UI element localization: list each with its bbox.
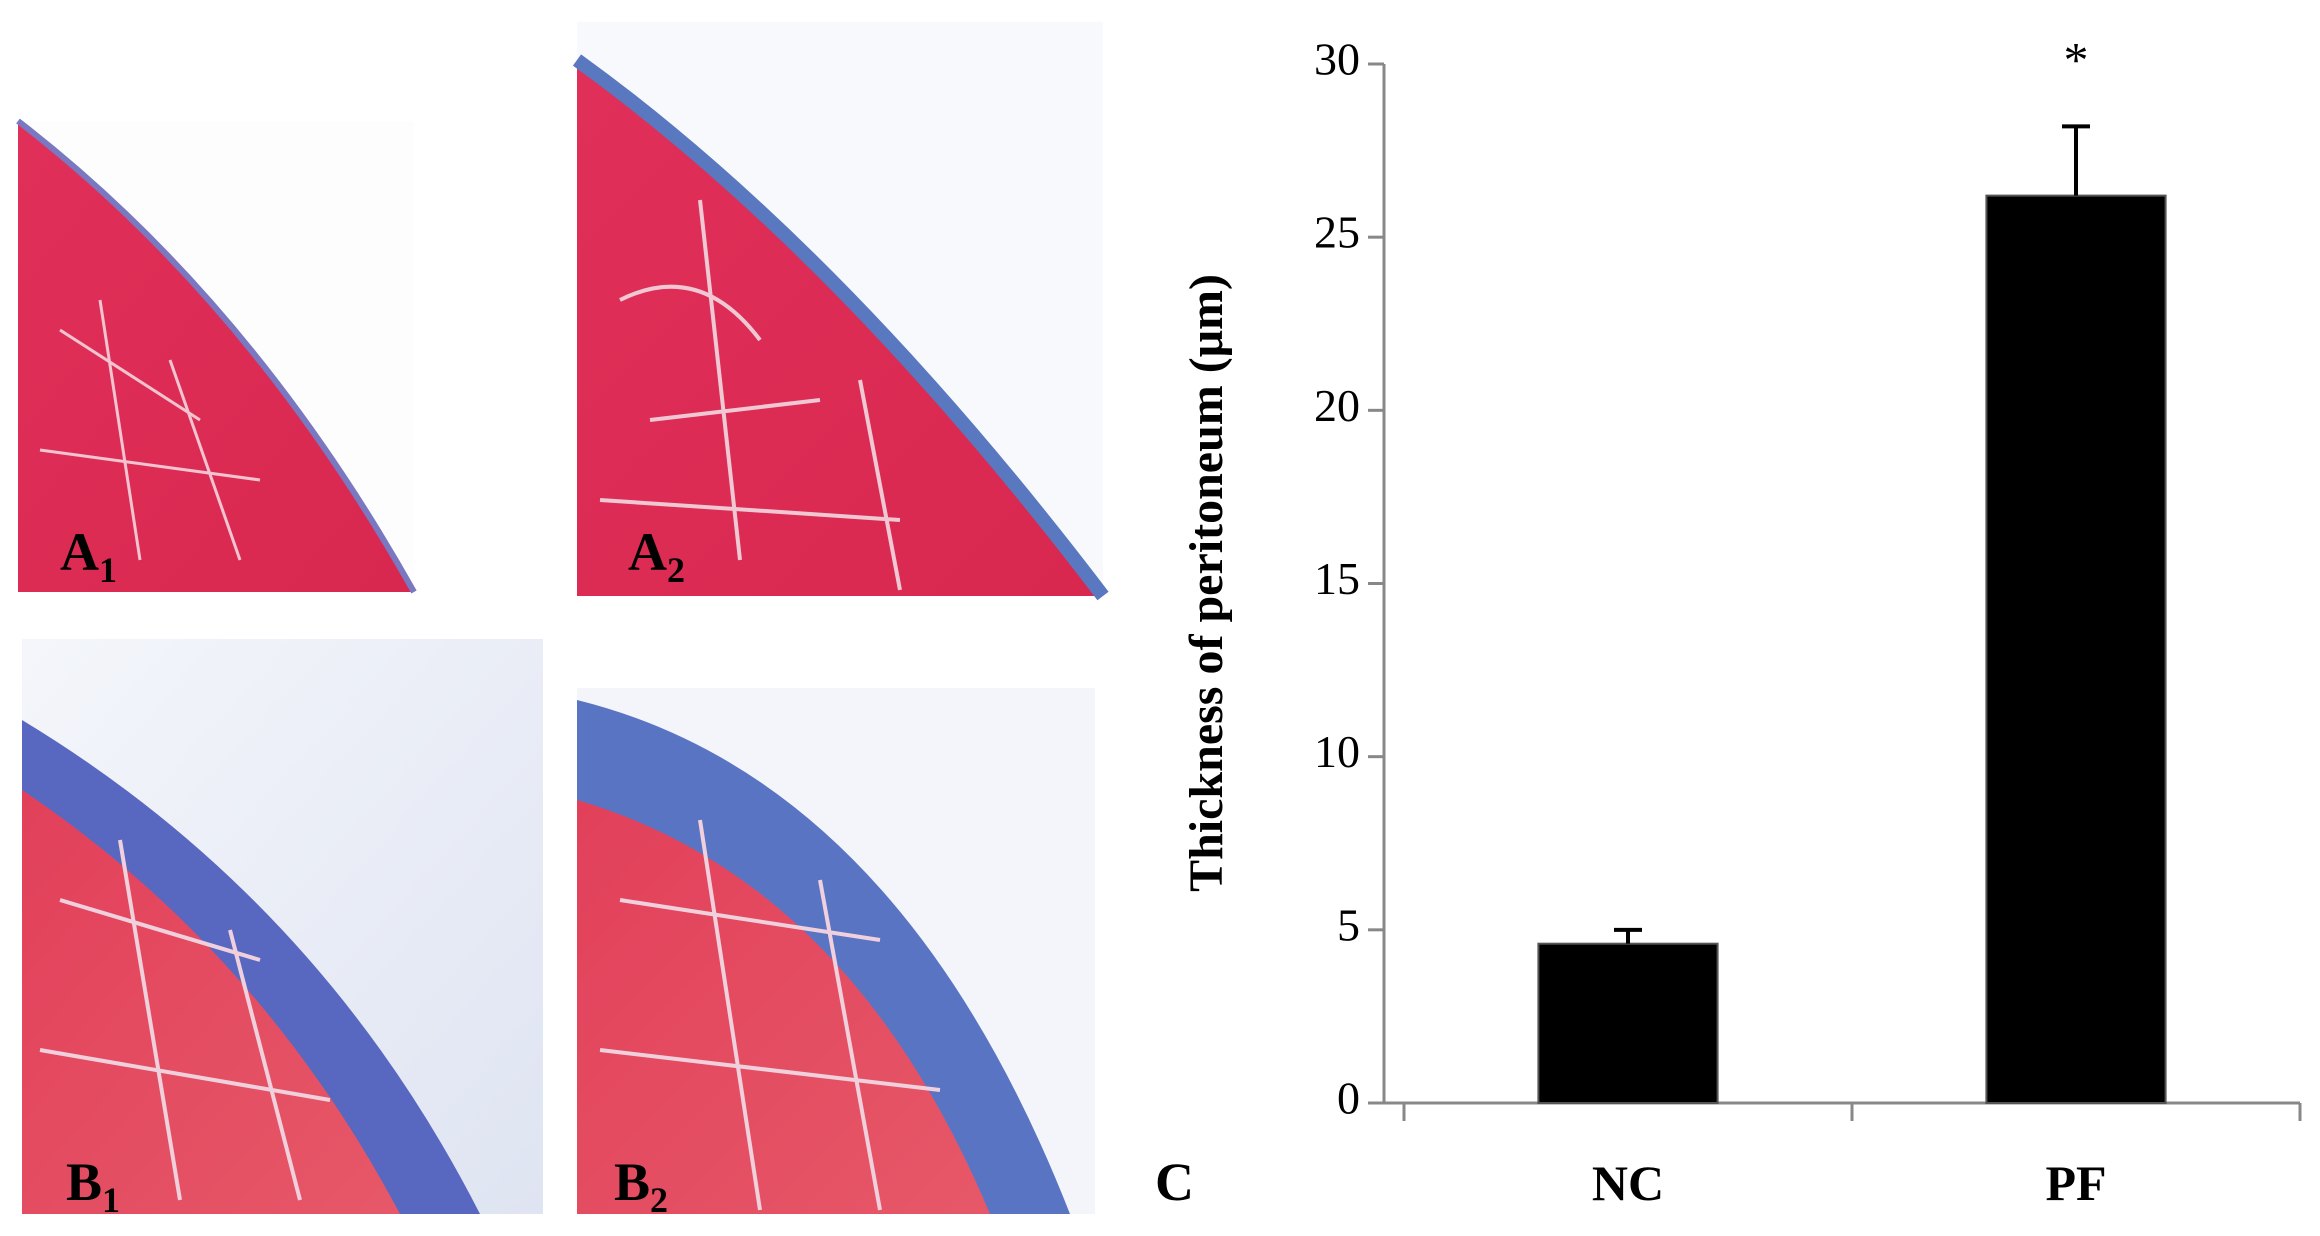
y-tick-label: 30	[1314, 34, 1360, 85]
y-tick-label: 5	[1337, 899, 1360, 950]
panel-label: C	[1155, 1152, 1194, 1212]
panel-subscript: 2	[650, 1180, 668, 1220]
micrograph	[16, 118, 417, 594]
panel-label: B1	[66, 1152, 120, 1220]
x-tick-label: NC	[1592, 1155, 1664, 1211]
micrograph	[572, 22, 1109, 601]
panel-letter: B	[66, 1152, 102, 1212]
bar	[1985, 194, 2167, 1104]
y-tick-label: 0	[1337, 1073, 1360, 1124]
panel-label: A1	[60, 522, 117, 590]
annotation: *	[2064, 31, 2089, 87]
y-tick-label: 10	[1314, 726, 1360, 777]
panel-subscript: 2	[667, 550, 685, 590]
micrograph	[577, 688, 1095, 1214]
panel-letter: A	[628, 522, 667, 582]
panel-label: A2	[628, 522, 685, 590]
panel-letter: B	[614, 1152, 650, 1212]
panel-letter: A	[60, 522, 99, 582]
y-tick-label: 15	[1314, 553, 1360, 604]
panel-subscript: 1	[102, 1180, 120, 1220]
y-tick-label: 25	[1314, 207, 1360, 258]
micrograph	[22, 639, 543, 1214]
y-axis-title: Thickness of peritoneum (μm)	[1180, 274, 1233, 892]
bar	[1537, 942, 1719, 1104]
x-tick-label: PF	[2045, 1155, 2106, 1211]
y-tick-label: 20	[1314, 380, 1360, 431]
panel-label: B2	[614, 1152, 668, 1220]
panel-subscript: 1	[99, 550, 117, 590]
